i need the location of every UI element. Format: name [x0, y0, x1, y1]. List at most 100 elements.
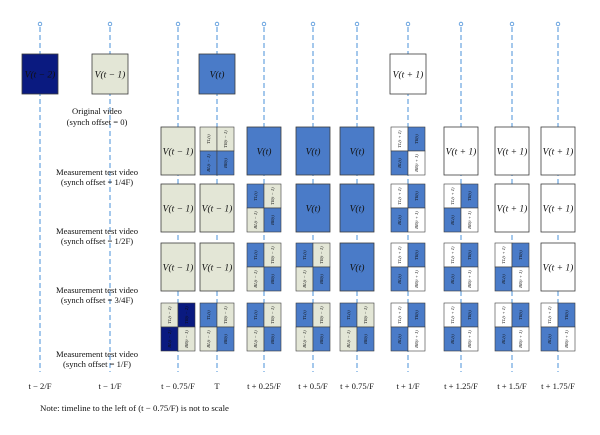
frame-cell	[339, 183, 375, 233]
frame-cell	[339, 126, 375, 176]
frame-label: V(t − 1)	[163, 147, 194, 158]
quadrant-label: BR(t)	[363, 334, 368, 344]
quadrant-label: TL(t + 1)	[450, 187, 455, 205]
quadrant-label: BR(t + 1)	[414, 211, 419, 229]
quadrant-label: TR(t − 1)	[363, 306, 368, 324]
frame-label: V(t − 1)	[95, 70, 126, 81]
quadrant-label: BR(t + 1)	[414, 154, 419, 172]
quadrant-label: TL(t + 1)	[501, 246, 506, 264]
timeline-marker	[509, 21, 515, 27]
quadrant-label: TR(t − 2)	[184, 306, 189, 324]
row-label: (synch offset = 0)	[67, 117, 128, 127]
quadrant-label: BL(t − 1)	[253, 211, 258, 229]
row-label: Measurement test video	[56, 167, 138, 177]
quadrant-label: TR(t − 1)	[223, 130, 228, 148]
frame-label: V(t + 1)	[543, 204, 574, 215]
quadrant-label: TL(t)	[206, 310, 211, 320]
row-label: Measurement test video	[56, 349, 138, 359]
timeline-marker	[310, 21, 316, 27]
quadrant-label: TR(t − 1)	[223, 306, 228, 324]
timeline-marker	[261, 21, 267, 27]
frame-cell	[339, 242, 375, 292]
quadrant-br	[407, 266, 426, 292]
quadrant-label: BR(t)	[223, 158, 228, 168]
quadrant-br	[216, 150, 235, 176]
frame-cell	[295, 183, 331, 233]
frame-cell	[160, 126, 196, 176]
frame-label: V(t + 1)	[543, 147, 574, 158]
frame-label: V(t + 1)	[497, 204, 528, 215]
quadrant-br	[356, 326, 375, 352]
row-label: (synch offset = 1/2F)	[61, 236, 133, 246]
quadrant-label: TL(t)	[253, 310, 258, 320]
frame-label: V(t)	[306, 204, 321, 215]
quadrant-label: TR(t − 1)	[319, 246, 324, 264]
quadrant-label: TL(t)	[346, 310, 351, 320]
frame-label: V(t − 1)	[202, 263, 233, 274]
frame-label: V(t + 1)	[543, 263, 574, 274]
quadrant-label: TL(t)	[302, 250, 307, 260]
frame-cell	[246, 126, 282, 176]
frame-cell	[494, 183, 530, 233]
quadrant-br	[511, 266, 530, 292]
frame-label: V(t)	[257, 147, 272, 158]
quadrant-label: BL(t)	[547, 334, 552, 344]
quadrant-label: BL(t − 1)	[346, 330, 351, 348]
quadrant-label: BR(t + 1)	[518, 270, 523, 288]
quadrant-label: BR(t)	[270, 215, 275, 225]
tick-label: t − 0.75/F	[161, 381, 195, 391]
quadrant-label: BR(t + 1)	[414, 270, 419, 288]
frame-label: V(t − 1)	[202, 204, 233, 215]
quadrant-label: BR(t)	[223, 334, 228, 344]
row-labels: Original video(synch offset = 0) Measurem…	[56, 106, 138, 369]
timeline-marker	[354, 21, 360, 27]
quadrant-br	[216, 326, 235, 352]
quadrant-br	[407, 150, 426, 176]
quadrant-label: TR(t)	[414, 191, 419, 201]
frame-label: V(t)	[350, 263, 365, 274]
quadrant-br	[407, 207, 426, 233]
quadrant-label: BL(t − 1)	[253, 270, 258, 288]
quadrant-br	[263, 326, 282, 352]
quadrant-label: TL(t + 1)	[450, 306, 455, 324]
quadrant-label: TL(t + 1)	[547, 306, 552, 324]
quadrant-label: TL(t − 1)	[167, 306, 172, 324]
measurement-frames: V(t − 1) TL(t) TR(t − 1) BL(t − 1) BR(t) V(t)…	[160, 126, 576, 352]
tick-label: t + 1.75/F	[541, 381, 575, 391]
quadrant-label: TL(t + 1)	[397, 187, 402, 205]
original-frame	[198, 53, 236, 95]
quadrant-label: BL(t)	[501, 334, 506, 344]
quadrant-label: TR(t − 1)	[270, 306, 275, 324]
tick-label: t + 1.5/F	[497, 381, 527, 391]
quadrant-label: TR(t)	[414, 310, 419, 320]
row-label: Measurement test video	[56, 285, 138, 295]
frame-label: V(t + 1)	[393, 70, 424, 81]
quadrant-label: BL(t)	[397, 274, 402, 284]
quadrant-label: BL(t)	[450, 334, 455, 344]
quadrant-label: BR(t − 1)	[184, 330, 189, 348]
quadrant-br	[460, 266, 479, 292]
tick-label: T	[214, 381, 220, 391]
row-label: (synch offset = 1/F)	[63, 359, 131, 369]
frame-label: V(t + 1)	[446, 147, 477, 158]
frame-cell	[443, 126, 479, 176]
quadrant-label: BR(t + 1)	[518, 330, 523, 348]
timeline-marker	[175, 21, 181, 27]
quadrant-label: TR(t)	[414, 134, 419, 144]
row-label: Measurement test video	[56, 226, 138, 236]
quadrant-label: TR(t − 1)	[270, 187, 275, 205]
frame-cell	[540, 242, 576, 292]
frame-label: V(t)	[350, 147, 365, 158]
frame-label: V(t + 1)	[497, 147, 528, 158]
quadrant-br	[177, 326, 196, 352]
quadrant-br	[312, 266, 331, 292]
quadrant-label: BL(t)	[450, 274, 455, 284]
timeline-marker	[214, 21, 220, 27]
tick-label: t + 0.75/F	[340, 381, 374, 391]
timeline-marker	[405, 21, 411, 27]
quadrant-label: BL(t − 1)	[206, 154, 211, 172]
quadrant-label: TR(t)	[467, 191, 472, 201]
frame-cell	[494, 126, 530, 176]
frame-cell	[160, 183, 196, 233]
